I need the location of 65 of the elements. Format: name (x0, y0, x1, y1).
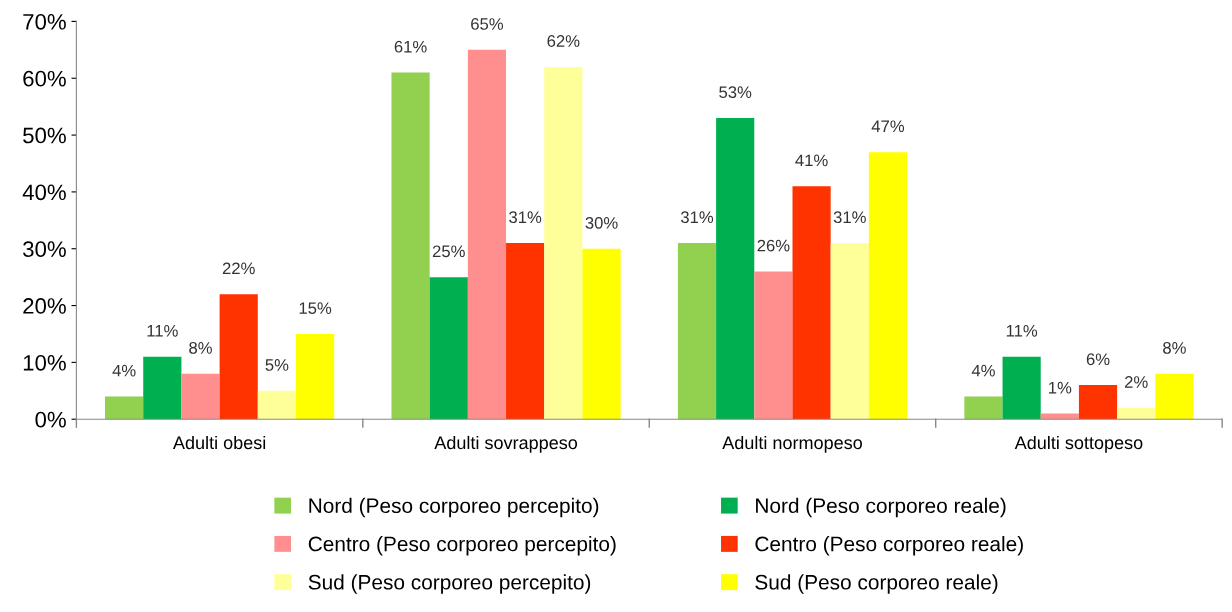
data-label: 53% (719, 86, 752, 99)
y-tick-label: 60% (23, 70, 66, 87)
data-label: 62% (547, 35, 580, 47)
data-label: 31% (509, 211, 542, 224)
legend-label: Centro (Peso corporeo reale) (755, 536, 1023, 556)
bar (544, 66, 583, 420)
bar (1155, 373, 1194, 420)
data-label: 11% (147, 325, 178, 337)
y-tick-label: 30% (23, 241, 66, 258)
legend-label: Nord (Peso corporeo reale) (756, 497, 1006, 518)
data-label: 2% (1125, 376, 1148, 388)
bar (391, 72, 430, 420)
bar (1117, 407, 1156, 420)
data-label: 41% (795, 154, 828, 167)
x-tick-label: Adulti sottopeso (1014, 435, 1143, 453)
bar (1002, 356, 1041, 420)
data-label: 25% (432, 245, 465, 258)
bar (716, 118, 755, 420)
y-tick-label: 70% (23, 13, 66, 30)
data-label: 5% (265, 359, 289, 371)
bar (868, 152, 908, 420)
data-label: 6% (1086, 353, 1110, 366)
bar (181, 373, 220, 420)
y-tick-label: 40% (22, 184, 66, 201)
legend-label: Nord (Peso corporeo percepito) (309, 497, 599, 518)
data-label: 61% (394, 40, 427, 53)
legend-label: Sud (Peso corporeo percepito) (308, 574, 591, 594)
data-label: 4% (112, 364, 136, 377)
legend-label: Sud (Peso corporeo reale) (755, 574, 998, 594)
data-label: 31% (833, 211, 866, 224)
data-label: 26% (757, 239, 790, 252)
data-label: 1% (1049, 381, 1072, 394)
bar (582, 248, 621, 420)
data-label: 4% (971, 364, 995, 377)
y-tick-label: 10% (23, 354, 66, 371)
data-label: 8% (1163, 341, 1186, 354)
bar (754, 271, 793, 420)
bar (830, 243, 869, 420)
bar (964, 396, 1003, 420)
data-label: 65% (471, 18, 504, 30)
data-label: 30% (585, 216, 618, 229)
bar (467, 49, 507, 420)
data-label: 8% (189, 341, 212, 354)
bar (792, 186, 831, 420)
data-label: 31% (680, 211, 714, 224)
bar (105, 396, 144, 420)
data-label: 22% (222, 262, 255, 275)
bar (1078, 385, 1118, 420)
legend-label: Centro (Peso corporeo percepito) (308, 536, 616, 556)
bar (219, 294, 258, 420)
x-tick-label: Adulti normopeso (722, 435, 862, 453)
bar (677, 243, 717, 420)
y-tick-label: 0% (35, 411, 66, 428)
bar (143, 356, 182, 420)
y-tick-label: 50% (23, 127, 66, 144)
data-label: 47% (871, 120, 905, 133)
bar (429, 277, 468, 420)
data-label: 15% (299, 302, 332, 315)
x-tick-label: Adulti obesi (172, 435, 266, 450)
bar (257, 390, 296, 420)
y-tick-label: 20% (23, 298, 66, 314)
data-label: 11% (1006, 325, 1038, 337)
bar (506, 243, 545, 420)
bar (295, 333, 335, 420)
x-tick-label: Adulti sovrappeso (434, 435, 578, 453)
